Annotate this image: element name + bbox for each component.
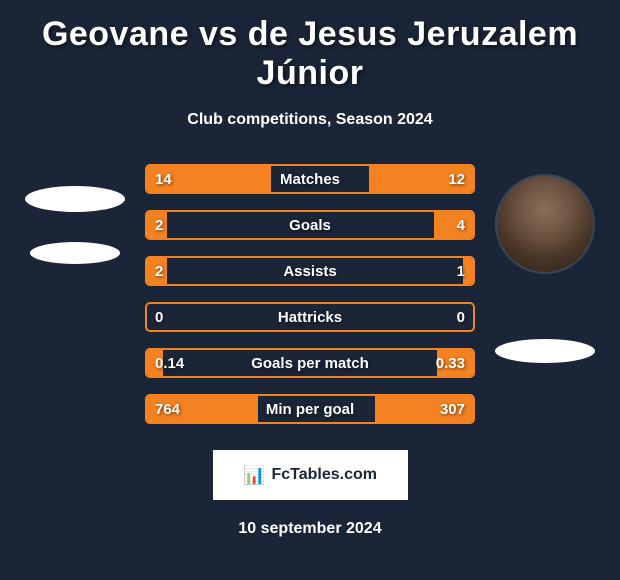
stat-value-left: 0.14	[155, 355, 184, 372]
stat-label: Matches	[280, 171, 340, 188]
stat-value-left: 2	[155, 217, 163, 234]
stat-row: 0 Hattricks 0	[145, 302, 475, 332]
stat-label: Goals	[289, 217, 331, 234]
stat-row: 14 Matches 12	[145, 164, 475, 194]
player-left-team-placeholder	[30, 242, 120, 264]
stat-value-left: 14	[155, 171, 172, 188]
stat-row: 2 Assists 1	[145, 256, 475, 286]
stat-value-right: 307	[440, 401, 465, 418]
player-right-avatar	[495, 174, 595, 274]
branding-box: 📊 FcTables.com	[213, 450, 408, 500]
content-area: 14 Matches 12 2 Goals 4 2 Assists 1 0 Hattricks 0 0.…	[10, 164, 610, 440]
stat-row: 0.14 Goals per match 0.33	[145, 348, 475, 378]
page-title: Geovane vs de Jesus Jeruzalem Júnior	[10, 15, 610, 93]
player-left-column	[10, 164, 140, 264]
stat-label: Assists	[283, 263, 336, 280]
stat-label: Min per goal	[266, 401, 354, 418]
stats-column: 14 Matches 12 2 Goals 4 2 Assists 1 0 Hattricks 0 0.…	[140, 164, 480, 440]
stat-value-left: 764	[155, 401, 180, 418]
player-right-team-placeholder	[495, 339, 595, 363]
stat-value-right: 12	[448, 171, 465, 188]
stat-value-left: 2	[155, 263, 163, 280]
stat-value-left: 0	[155, 309, 163, 326]
stat-value-right: 1	[457, 263, 465, 280]
stat-value-right: 0.33	[436, 355, 465, 372]
player-left-avatar-placeholder	[25, 186, 125, 212]
stat-label: Goals per match	[251, 355, 369, 372]
page-subtitle: Club competitions, Season 2024	[10, 111, 610, 129]
stat-row: 2 Goals 4	[145, 210, 475, 240]
stat-value-right: 4	[457, 217, 465, 234]
player-right-column	[480, 164, 610, 363]
stat-label: Hattricks	[278, 309, 342, 326]
brand-icon: 📊	[243, 465, 265, 486]
comparison-infographic: Geovane vs de Jesus Jeruzalem Júnior Clu…	[10, 15, 610, 575]
stat-fill-right	[434, 212, 473, 238]
stat-row: 764 Min per goal 307	[145, 394, 475, 424]
brand-text: FcTables.com	[271, 466, 377, 484]
date-label: 10 september 2024	[10, 520, 610, 538]
stat-value-right: 0	[457, 309, 465, 326]
